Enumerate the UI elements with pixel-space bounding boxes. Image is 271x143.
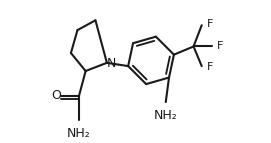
Text: N: N xyxy=(106,57,116,70)
Text: F: F xyxy=(207,19,213,29)
Text: O: O xyxy=(51,89,62,102)
Text: NH₂: NH₂ xyxy=(67,127,91,140)
Text: F: F xyxy=(207,62,213,72)
Text: NH₂: NH₂ xyxy=(154,109,178,122)
Text: F: F xyxy=(217,41,223,51)
